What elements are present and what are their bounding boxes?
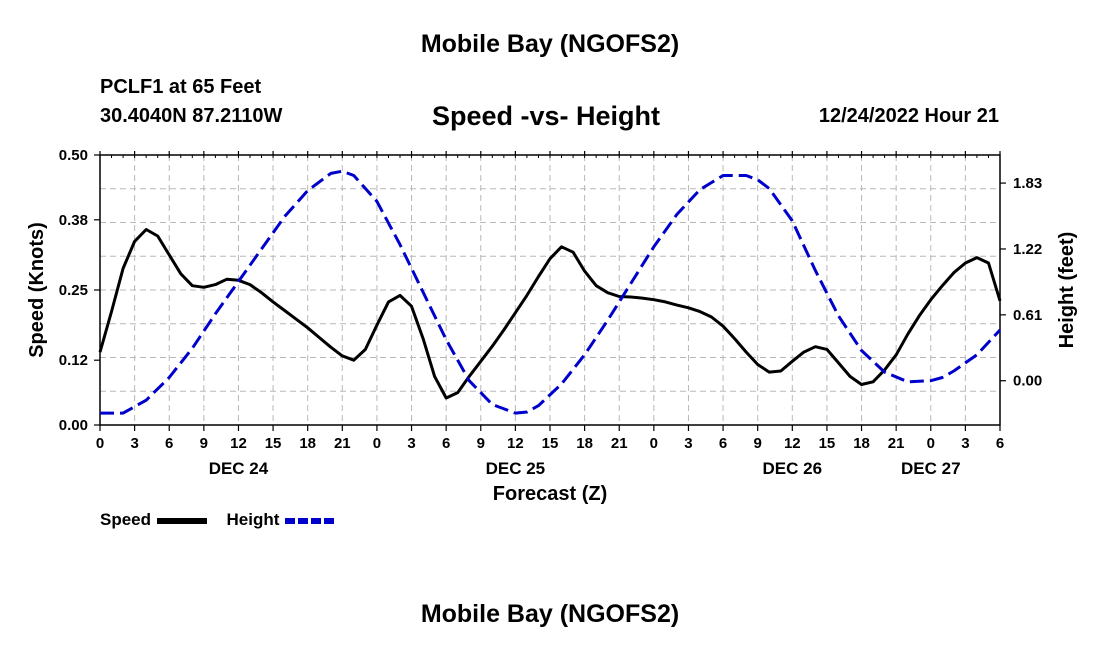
- right-axis-tick-label: 0.61: [1013, 307, 1042, 324]
- chart-subtitle: Speed -vs- Height: [432, 101, 661, 131]
- x-tick-label: 15: [265, 435, 282, 452]
- right-axis-tick-label: 1.22: [1013, 241, 1042, 258]
- chart-series: [98, 169, 1002, 415]
- x-tick-label: 18: [853, 435, 870, 452]
- x-tick-label: 0: [650, 435, 658, 452]
- x-tick-label: 15: [819, 435, 836, 452]
- x-tick-label: 15: [542, 435, 559, 452]
- x-tick-label: 6: [996, 435, 1004, 452]
- right-axis-tick-label: 1.83: [1013, 175, 1042, 192]
- x-tick-label: 9: [477, 435, 485, 452]
- chart-grid: [100, 155, 1000, 425]
- right-axis-label: Height (feet): [1056, 232, 1078, 349]
- x-axis-label: Forecast (Z): [493, 483, 607, 505]
- chart-legend: Speed Height: [100, 510, 350, 530]
- station-name: PCLF1 at 65 Feet: [100, 76, 262, 98]
- x-tick-label: 18: [576, 435, 593, 452]
- day-label: DEC 27: [901, 459, 961, 478]
- x-tick-label: 9: [200, 435, 208, 452]
- speed-series-line: [98, 228, 1002, 400]
- right-axis-tick-label: 0.00: [1013, 373, 1042, 390]
- day-label: DEC 24: [209, 459, 269, 478]
- station-coordinates: 30.4040N 87.2110W: [100, 105, 283, 127]
- x-tick-label: 3: [130, 435, 138, 452]
- x-tick-label: 9: [754, 435, 762, 452]
- x-tick-label: 21: [888, 435, 905, 452]
- x-tick-label: 21: [334, 435, 351, 452]
- legend-speed-swatch: [156, 517, 207, 524]
- x-tick-label: 3: [961, 435, 969, 452]
- left-axis-tick-label: 0.50: [59, 147, 88, 164]
- x-tick-label: 18: [299, 435, 316, 452]
- legend-speed: Speed: [100, 510, 208, 530]
- x-tick-label: 6: [719, 435, 727, 452]
- legend-height-swatch: [285, 517, 336, 524]
- legend-speed-label: Speed: [100, 510, 152, 529]
- legend-height: Height: [227, 510, 337, 530]
- x-tick-label: 0: [373, 435, 381, 452]
- x-tick-label: 6: [165, 435, 173, 452]
- x-tick-label: 3: [684, 435, 692, 452]
- x-tick-label: 6: [442, 435, 450, 452]
- x-tick-label: 12: [507, 435, 524, 452]
- left-axis-tick-label: 0.00: [59, 417, 88, 434]
- left-axis-tick-label: 0.38: [59, 212, 88, 229]
- left-axis-label: Speed (Knots): [26, 222, 48, 358]
- height-series-line: [100, 169, 1002, 415]
- day-label: DEC 25: [486, 459, 546, 478]
- chart-title: Mobile Bay (NGOFS2): [420, 30, 680, 58]
- x-tick-label: 0: [96, 435, 104, 452]
- chart-axes: 0 3 6 9 12 15 18 21 0 3 6 9 12 15 18 21 0 3 6 9 12 15 18 21 0 3 6 0…: [59, 147, 1042, 478]
- x-tick-label: 12: [784, 435, 801, 452]
- forecast-timestamp: 12/24/2022 Hour 21: [818, 105, 999, 127]
- legend-height-label: Height: [226, 510, 280, 529]
- x-tick-label: 3: [407, 435, 415, 452]
- left-axis-tick-label: 0.12: [59, 352, 88, 369]
- footer-title: Mobile Bay (NGOFS2): [420, 600, 680, 628]
- day-label: DEC 26: [763, 459, 823, 478]
- x-tick-label: 0: [927, 435, 935, 452]
- left-axis-tick-label: 0.25: [59, 282, 88, 299]
- x-tick-label: 12: [230, 435, 247, 452]
- x-tick-label: 21: [611, 435, 628, 452]
